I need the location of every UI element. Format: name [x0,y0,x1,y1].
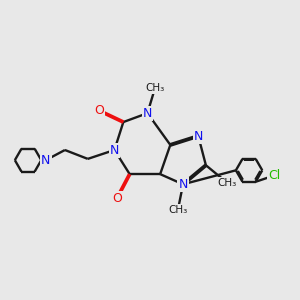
Text: CH₃: CH₃ [168,205,188,215]
Text: N: N [110,143,119,157]
Text: O: O [112,192,122,205]
Text: N: N [41,154,50,167]
Text: O: O [94,104,104,117]
Text: CH₃: CH₃ [146,83,165,93]
Text: CH₃: CH₃ [218,178,237,188]
Text: Cl: Cl [268,169,280,182]
Text: N: N [178,178,188,191]
Text: N: N [194,130,203,142]
Text: N: N [143,107,152,120]
Text: CH₃: CH₃ [146,83,165,93]
